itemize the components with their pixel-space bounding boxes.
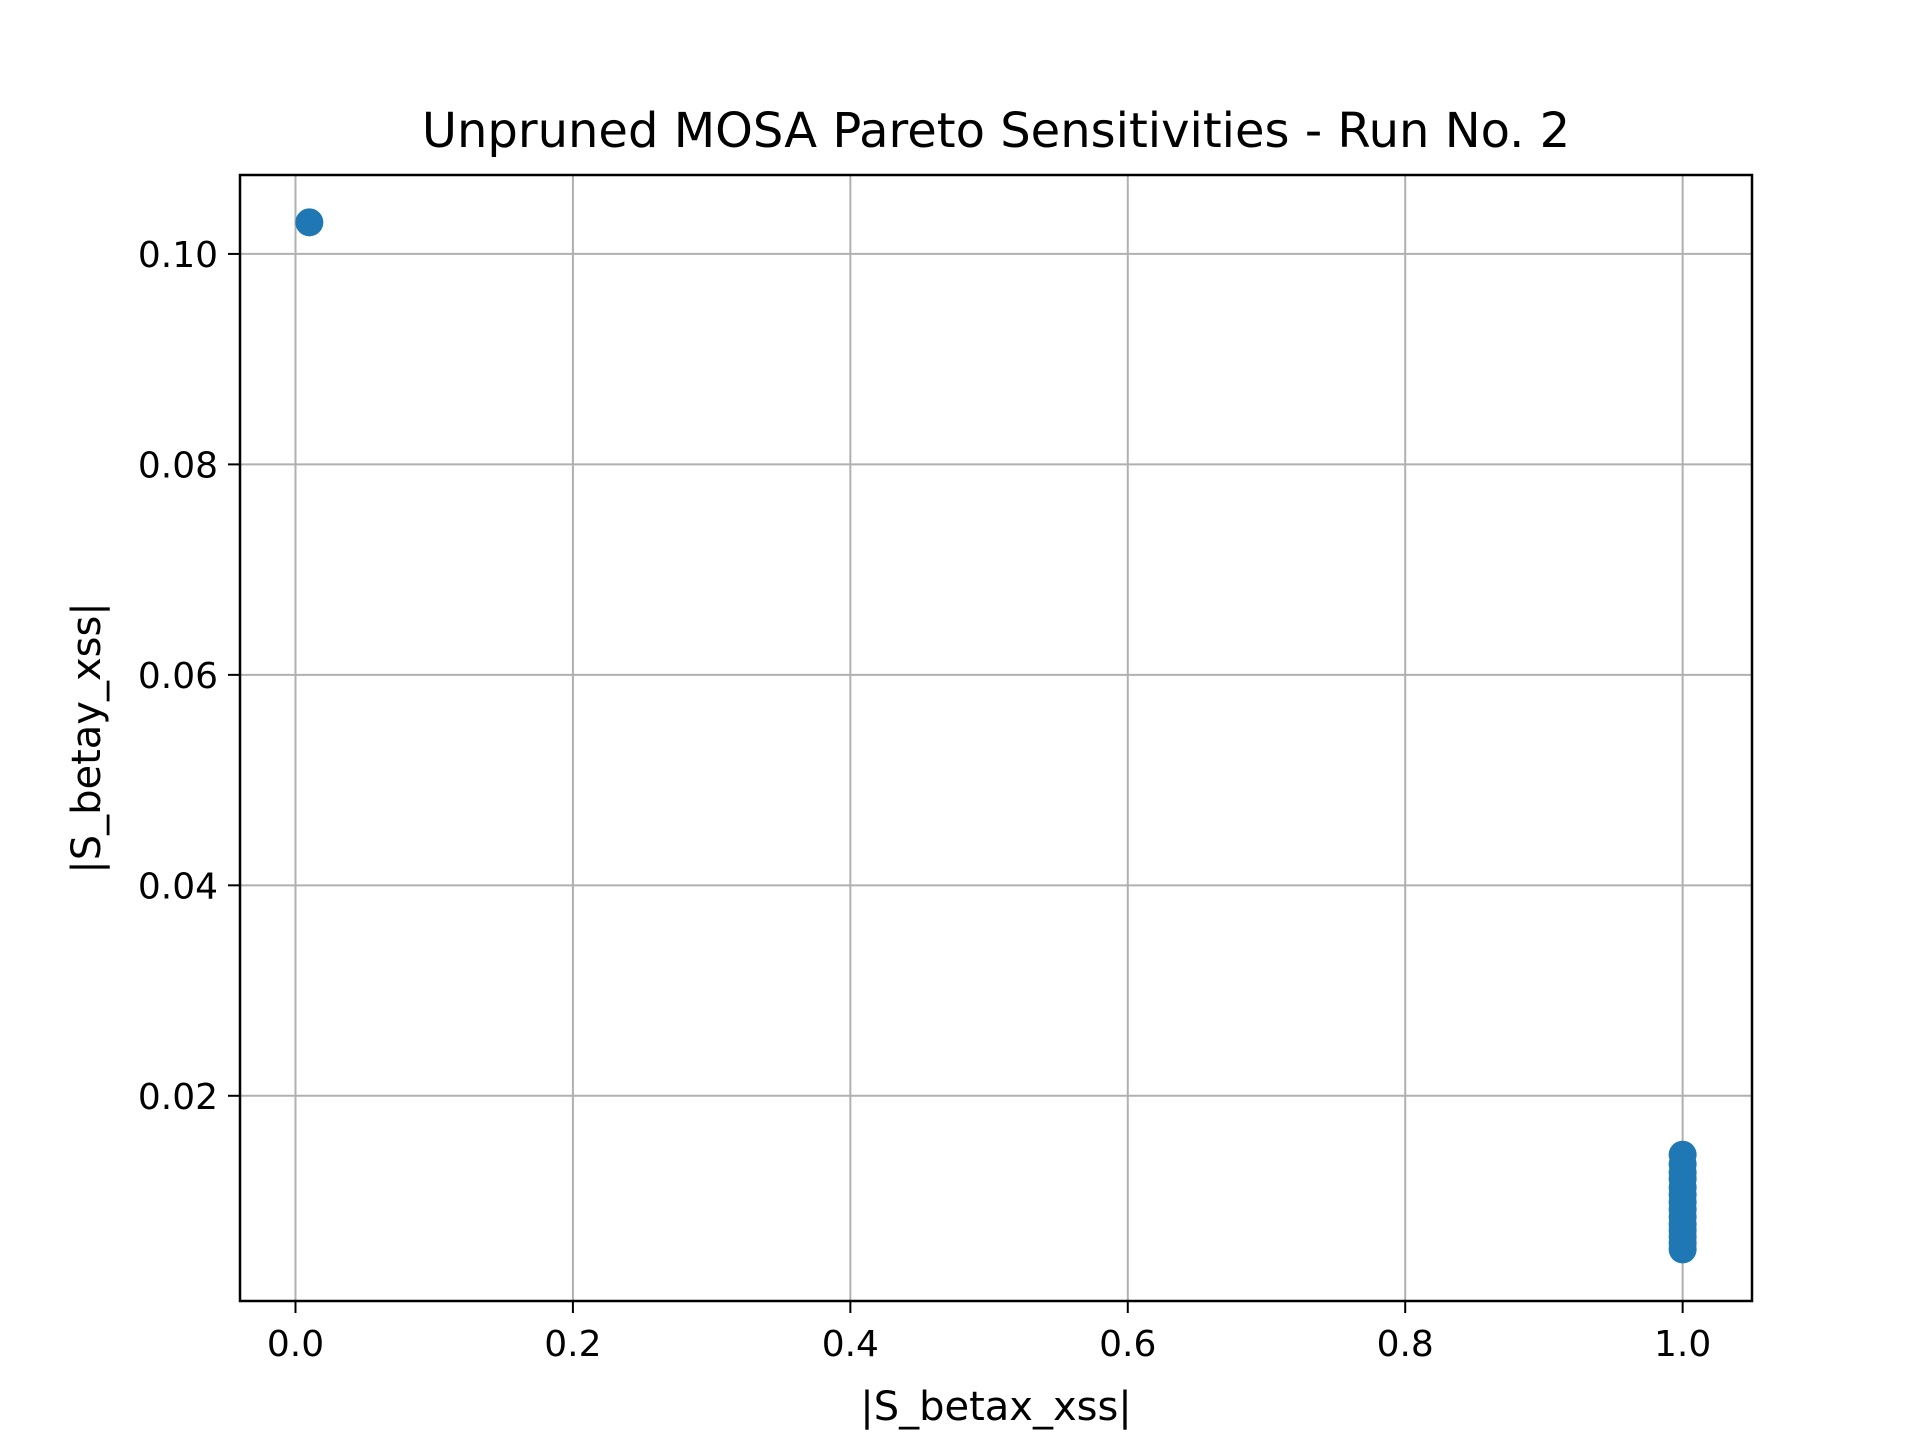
x-tick-label: 0.6	[1099, 1324, 1156, 1365]
x-tick-label: 0.0	[267, 1324, 324, 1365]
y-axis-label: |S_betay_xss|	[64, 602, 110, 874]
y-tick-label: 0.02	[138, 1077, 218, 1118]
x-axis-label: |S_betax_xss|	[860, 1384, 1132, 1430]
x-tick-label: 0.4	[822, 1324, 879, 1365]
x-tick-label: 0.2	[544, 1324, 601, 1365]
y-tick-label: 0.10	[138, 235, 218, 276]
y-tick-label: 0.08	[138, 445, 218, 486]
data-point	[1668, 1235, 1697, 1264]
grid-lines	[240, 175, 1752, 1301]
y-tick-label: 0.06	[138, 656, 218, 697]
axis-ticks: 0.0 0.2 0.4 0.6 0.8 1.0 0.02 0.04 0.06 0.08 0.10	[138, 235, 1711, 1365]
data-points	[295, 208, 1697, 1264]
data-point	[295, 208, 324, 237]
x-tick-label: 0.8	[1377, 1324, 1434, 1365]
y-tick-label: 0.04	[138, 866, 218, 907]
x-tick-label: 1.0	[1654, 1324, 1711, 1365]
plot-frame	[238, 173, 1754, 1303]
chart-title: Unpruned MOSA Pareto Sensitivities - Run…	[422, 103, 1570, 159]
